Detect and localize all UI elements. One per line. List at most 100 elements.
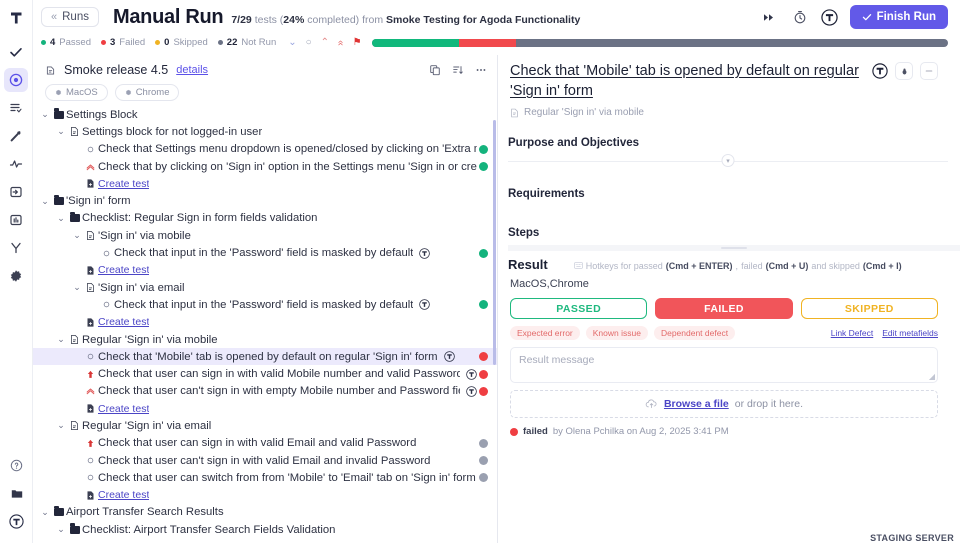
tree-row-suite[interactable]: ⌄ 'Sign in' via mobile	[33, 227, 497, 244]
result-message-input[interactable]: Result message ◢	[510, 347, 938, 383]
tree-row-suite[interactable]: ⌄ Settings block for not logged-in user	[33, 123, 497, 140]
release-details-link[interactable]: details	[176, 64, 209, 76]
tree-row-folder[interactable]: ⌄ Checklist: Regular Sign in form fields …	[33, 210, 497, 227]
chevron-down-icon[interactable]: ⌄	[57, 126, 65, 137]
tree-scrollbar[interactable]	[493, 120, 496, 365]
chevron-down-icon[interactable]: ⌄	[41, 506, 49, 517]
create-test-link-row[interactable]: Create test	[33, 400, 497, 417]
tree-row-suite[interactable]: ⌄ Regular 'Sign in' via email	[33, 417, 497, 434]
sidebar-item-settings[interactable]	[4, 264, 28, 288]
resize-grip-icon[interactable]: ◢	[928, 372, 935, 381]
brand-t-logo-icon[interactable]	[4, 6, 28, 30]
create-test-link-row[interactable]: Create test	[33, 262, 497, 279]
result-resize-handle[interactable]	[508, 245, 960, 251]
browse-file-link[interactable]: Browse a file	[663, 398, 729, 410]
rail-bottom-group	[0, 453, 33, 537]
stat-failed[interactable]: 3 Failed	[100, 37, 145, 48]
account-avatar-icon[interactable]	[5, 509, 29, 533]
sidebar-item-reports[interactable]	[4, 208, 28, 232]
chevron-down-icon[interactable]: ▾	[721, 154, 735, 167]
sidebar-item-tests[interactable]	[4, 40, 28, 64]
tree-row-test-case[interactable]: Check that 'Mobile' tab is opened by def…	[33, 348, 497, 366]
create-test-link-row[interactable]: Create test	[33, 175, 497, 192]
finish-run-button[interactable]: Finish Run	[849, 5, 948, 29]
tree-row-folder[interactable]: ⌄ Settings Block	[33, 106, 497, 123]
chevron-up-filter-icon[interactable]: ⌃	[320, 36, 330, 48]
stat-passed[interactable]: 4 Passed	[41, 37, 91, 48]
env-chip-chrome[interactable]: Chrome	[114, 84, 180, 101]
sidebar-item-integrations[interactable]	[4, 236, 28, 260]
copy-icon[interactable]	[429, 64, 441, 76]
help-circle-icon[interactable]	[5, 453, 29, 477]
brand-t-icon[interactable]	[872, 63, 888, 79]
more-icon[interactable]	[475, 64, 487, 76]
brand-t-icon[interactable]	[820, 7, 840, 27]
bug-icon[interactable]	[895, 62, 913, 80]
chevron-down-icon[interactable]: ⌄	[41, 109, 49, 120]
tree-row-test-case[interactable]: Check that by clicking on 'Sign in' opti…	[33, 158, 497, 175]
skip-forward-icon[interactable]	[760, 7, 780, 27]
detail-title[interactable]: Check that 'Mobile' tab is opened by def…	[510, 63, 859, 99]
meta-chip-known-issue[interactable]: Known issue	[585, 326, 648, 340]
chevron-down-icon[interactable]: ⌄	[57, 212, 65, 223]
create-test-label[interactable]: Create test	[98, 264, 150, 277]
create-test-link-row[interactable]: Create test	[33, 314, 497, 331]
circle-filter-icon[interactable]: ○	[305, 36, 312, 48]
chevron-down-icon[interactable]: ⌄	[57, 334, 65, 344]
edit-metafields-link[interactable]: Edit metafields	[882, 328, 938, 338]
tree-row-suite[interactable]: ⌄ Regular 'Sign in' via mobile	[33, 331, 497, 348]
brand-t-icon[interactable]	[419, 299, 431, 311]
tree-row-test-case[interactable]: Check that user can't sign in with empty…	[33, 383, 497, 400]
tree-row-test-case[interactable]: Check that Settings menu dropdown is ope…	[33, 141, 497, 158]
chevron-down-icon[interactable]: ⌄	[57, 420, 65, 431]
double-chevron-up-filter-icon[interactable]: »	[334, 39, 346, 46]
tree-row-folder[interactable]: ⌄ Checklist: Airport Transfer Search Fiel…	[33, 521, 497, 538]
tree-row-test-case[interactable]: Check that user can't sign in with valid…	[33, 452, 497, 469]
chevron-down-icon[interactable]: ⌄	[57, 524, 65, 535]
tree-row-test-case[interactable]: Check that user can sign in with valid M…	[33, 365, 497, 382]
sidebar-item-runs[interactable]	[4, 68, 28, 92]
more-icon[interactable]	[920, 62, 938, 80]
chevron-down-icon[interactable]: ⌄	[41, 195, 49, 206]
create-test-label[interactable]: Create test	[98, 177, 150, 190]
meta-chip-dependent-defect[interactable]: Dependent defect	[653, 326, 736, 340]
brand-t-icon[interactable]	[466, 386, 477, 397]
sort-icon[interactable]	[452, 64, 464, 76]
file-dropzone[interactable]: Browse a file or drop it here.	[510, 390, 938, 418]
env-chip-macos[interactable]: MacOS	[45, 84, 108, 101]
verdict-passed-button[interactable]: PASSED	[510, 298, 648, 319]
meta-chip-expected-error[interactable]: Expected error	[510, 326, 580, 340]
brand-t-icon[interactable]	[443, 351, 455, 363]
tree-row-folder[interactable]: ⌄ Airport Transfer Search Results	[33, 504, 497, 521]
sidebar-item-plans[interactable]	[4, 96, 28, 120]
verdict-skipped-button[interactable]: SKIPPED	[800, 298, 938, 319]
verdict-failed-button[interactable]: FAILED	[655, 298, 793, 319]
tree-row-test-case[interactable]: Check that input in the 'Password' field…	[33, 244, 497, 261]
create-test-link-row[interactable]: Create test	[33, 487, 497, 504]
chevron-down-filter-icon[interactable]: ⌄	[288, 36, 297, 48]
status-badge	[477, 162, 489, 172]
sidebar-item-import[interactable]	[4, 180, 28, 204]
chevron-down-icon[interactable]: ⌄	[73, 282, 81, 293]
sidebar-item-defects[interactable]	[4, 124, 28, 148]
stat-skipped[interactable]: 0 Skipped	[155, 37, 208, 48]
sidebar-item-metrics[interactable]	[4, 152, 28, 176]
brand-t-icon[interactable]	[466, 368, 477, 380]
tree-row-folder[interactable]: ⌄ 'Sign in' form	[33, 192, 497, 209]
tree-row-test-case[interactable]: Check that input in the 'Password' field…	[33, 296, 497, 313]
link-defect-link[interactable]: Link Defect	[830, 328, 874, 338]
flag-filter-icon[interactable]: ⚑	[352, 36, 362, 48]
test-tree-list[interactable]: ⌄ Settings Block ⌄ Settings block for not l…	[33, 101, 497, 543]
tree-row-test-case[interactable]: Check that user can sign in with valid E…	[33, 435, 497, 452]
chevron-down-icon[interactable]: ⌄	[73, 230, 81, 241]
create-test-label[interactable]: Create test	[98, 402, 150, 415]
projects-folder-icon[interactable]	[5, 481, 29, 505]
tree-row-suite[interactable]: ⌄ 'Sign in' via email	[33, 279, 497, 296]
create-test-label[interactable]: Create test	[98, 316, 150, 329]
tree-row-test-case[interactable]: Check that user can switch from from 'Mo…	[33, 469, 497, 486]
timer-icon[interactable]	[790, 7, 810, 27]
create-test-label[interactable]: Create test	[98, 489, 150, 502]
stat-notrun[interactable]: 22 Not Run	[217, 37, 276, 48]
brand-t-icon[interactable]	[419, 247, 431, 259]
back-to-runs-button[interactable]: « Runs	[41, 7, 99, 27]
